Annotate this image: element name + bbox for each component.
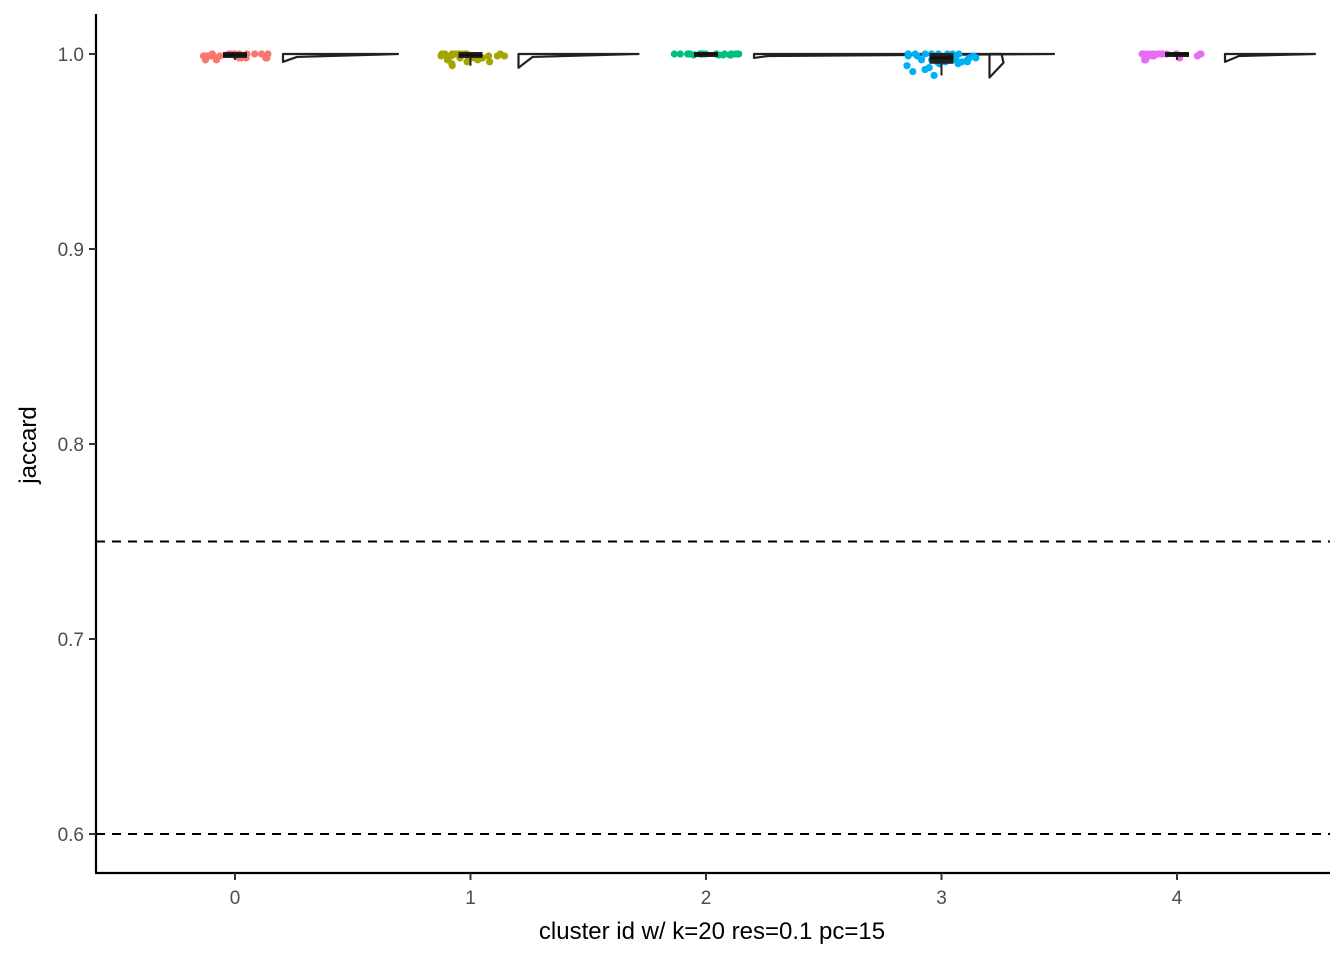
data-point <box>921 50 929 58</box>
data-point <box>447 52 455 60</box>
x-tick-label: 1 <box>465 888 476 909</box>
data-point <box>209 52 217 60</box>
data-point <box>670 50 678 58</box>
half-violin <box>1223 52 1317 63</box>
data-point <box>493 52 501 60</box>
data-point <box>251 50 259 58</box>
data-point <box>913 52 921 60</box>
half-violin <box>281 52 400 63</box>
half-violin <box>988 52 1005 79</box>
data-point <box>904 50 912 58</box>
data-point <box>1149 50 1158 58</box>
data-point <box>448 62 456 70</box>
data-point <box>727 50 735 58</box>
data-point <box>1159 50 1167 58</box>
data-point <box>686 50 694 58</box>
data-point <box>903 62 911 70</box>
data-point <box>921 66 929 74</box>
x-tick-label: 2 <box>701 888 712 909</box>
data-point <box>676 50 684 58</box>
data-point <box>721 50 729 58</box>
x-axis-title: cluster id w/ k=20 res=0.1 pc=15 <box>539 918 885 945</box>
data-point <box>909 67 917 76</box>
data-point <box>930 71 938 80</box>
data-point <box>958 58 966 66</box>
x-tick-label: 3 <box>936 888 947 909</box>
half-violin <box>752 52 1056 60</box>
data-point <box>1193 52 1201 60</box>
x-tick-label: 0 <box>230 888 241 909</box>
cluster-group-3 <box>903 50 1005 80</box>
data-point <box>1138 50 1146 58</box>
data-point <box>438 50 446 58</box>
half-violin <box>517 52 640 69</box>
y-tick-label: 0.8 <box>58 435 84 456</box>
data-point <box>263 54 271 62</box>
cluster-group-1 <box>437 50 640 70</box>
y-tick-label: 0.9 <box>58 240 84 261</box>
y-tick-label: 1.0 <box>58 45 84 66</box>
y-axis-ticks: 0.6 0.7 0.8 0.9 1.0 <box>58 45 96 846</box>
x-axis-ticks: 0 1 2 3 4 <box>230 873 1183 909</box>
data-point <box>463 58 471 66</box>
y-tick-label: 0.6 <box>58 825 84 846</box>
cluster-group-0 <box>199 50 400 64</box>
cluster-group-4 <box>1138 50 1317 64</box>
y-axis-title: jaccard <box>15 406 42 484</box>
chart-marks <box>199 50 1317 80</box>
data-point <box>972 54 980 62</box>
data-point <box>485 58 494 66</box>
data-point <box>963 58 971 66</box>
reference-lines <box>96 540 1330 835</box>
data-point <box>485 52 493 60</box>
data-point <box>199 52 208 60</box>
y-tick-label: 0.7 <box>58 630 84 651</box>
x-tick-label: 4 <box>1172 888 1183 909</box>
